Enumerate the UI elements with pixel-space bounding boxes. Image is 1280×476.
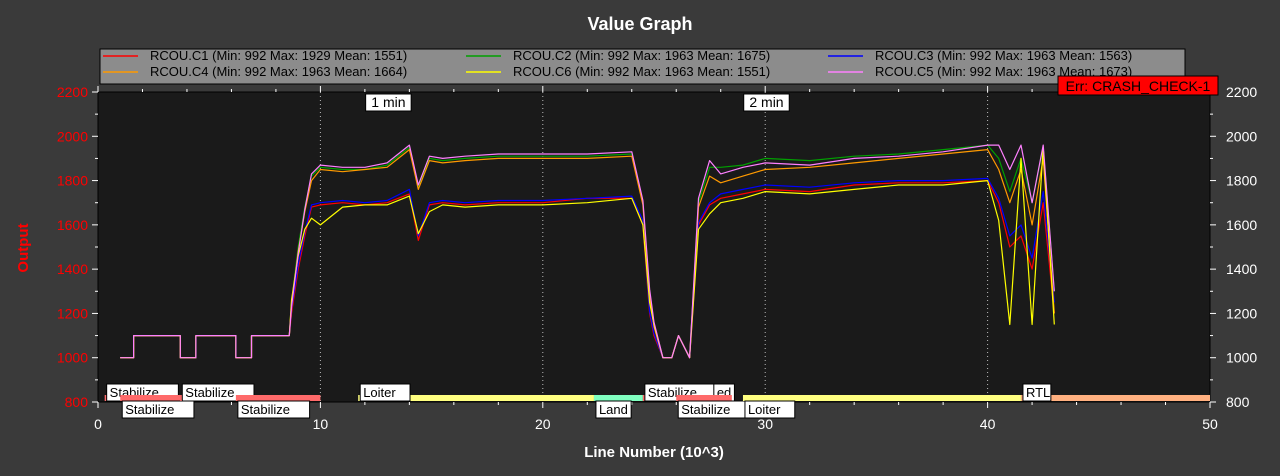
y-tick-label-left: 2000: [57, 128, 88, 144]
flight-mode-band: [358, 395, 594, 401]
time-marker-box: [365, 93, 412, 112]
y-tick-label-right: 800: [1226, 394, 1250, 410]
legend-entry[interactable]: RCOU.C4 (Min: 992 Max: 1963 Mean: 1664): [150, 64, 407, 79]
flight-mode-label: RTL: [1026, 385, 1050, 400]
flight-mode-label: Land: [599, 402, 628, 417]
error-badge: Err: CRASH_CHECK-1: [1057, 75, 1219, 96]
flight-mode-label: Loiter: [363, 385, 396, 400]
x-tick-label: 40: [980, 416, 996, 432]
flight-mode-band: [120, 395, 181, 401]
chart-title: Value Graph: [587, 14, 692, 34]
y-tick-label-left: 1600: [57, 217, 88, 233]
flight-mode-label-box: [595, 400, 632, 419]
time-marker-label: 2 min: [749, 94, 783, 110]
y-axis-label: Output: [15, 223, 32, 272]
y-tick-label-left: 1000: [57, 350, 88, 366]
y-tick-label-right: 1200: [1226, 305, 1257, 321]
flight-mode-label: Stabilize: [185, 385, 234, 400]
flight-mode-band: [593, 395, 643, 401]
time-marker-label: 1 min: [371, 94, 405, 110]
flight-mode-band: [742, 395, 1021, 401]
y-tick-label-left: 2200: [57, 84, 88, 100]
flight-mode-label-box: [359, 383, 411, 402]
y-tick-label-right: 1400: [1226, 261, 1257, 277]
plot-area[interactable]: 0 10 20 30 40 50 800 800 1000 1000 1200 1200 1400 140…: [57, 84, 1258, 432]
plot-background[interactable]: [97, 91, 1211, 403]
legend-entry[interactable]: RCOU.C3 (Min: 992 Max: 1963 Mean: 1563): [875, 48, 1132, 63]
flight-mode-label-box: [237, 400, 311, 419]
y-tick-label-right: 2000: [1226, 128, 1257, 144]
flight-mode-band: [1020, 395, 1210, 401]
legend-entry[interactable]: RCOU.C5 (Min: 992 Max: 1963 Mean: 1673): [875, 64, 1132, 79]
flight-mode-label-box: [744, 400, 796, 419]
x-axis-label: Line Number (10^3): [584, 444, 724, 461]
legend-entry[interactable]: RCOU.C1 (Min: 992 Max: 1929 Mean: 1551): [150, 48, 407, 63]
x-tick-label: 50: [1202, 416, 1218, 432]
flight-mode-label-box: [1022, 383, 1052, 402]
legend-entry[interactable]: RCOU.C2 (Min: 992 Max: 1963 Mean: 1675): [513, 48, 770, 63]
legend[interactable]: RCOU.C1 (Min: 992 Max: 1929 Mean: 1551) R…: [99, 48, 1186, 85]
y-tick-label-right: 1800: [1226, 173, 1257, 189]
series-line-6[interactable]: [120, 144, 1055, 359]
flight-mode-label: Stabilize: [241, 402, 290, 417]
y-tick-label-right: 2200: [1226, 84, 1257, 100]
y-tick-label-left: 1200: [57, 305, 88, 321]
y-tick-label-left: 1400: [57, 261, 88, 277]
legend-entry[interactable]: RCOU.C6 (Min: 992 Max: 1963 Mean: 1551): [513, 64, 770, 79]
flight-mode-label-box: [121, 400, 195, 419]
x-tick-label: 30: [757, 416, 773, 432]
flight-mode-label: Stabilize: [681, 402, 730, 417]
x-tick-label: 10: [313, 416, 329, 432]
y-tick-label-right: 1600: [1226, 217, 1257, 233]
y-tick-label-left: 1800: [57, 173, 88, 189]
y-tick-label-left: 800: [65, 394, 89, 410]
flight-mode-band: [235, 395, 321, 401]
flight-mode-label: Stabilize: [125, 402, 174, 417]
x-tick-label: 20: [535, 416, 551, 432]
y-tick-label-right: 1000: [1226, 350, 1257, 366]
legend-background: [99, 48, 1186, 85]
time-marker-box: [743, 93, 790, 112]
error-badge-text: Err: CRASH_CHECK-1: [1066, 78, 1211, 94]
flight-mode-band: [676, 395, 732, 401]
flight-mode-label: Loiter: [748, 402, 781, 417]
x-tick-label: 0: [94, 416, 102, 432]
